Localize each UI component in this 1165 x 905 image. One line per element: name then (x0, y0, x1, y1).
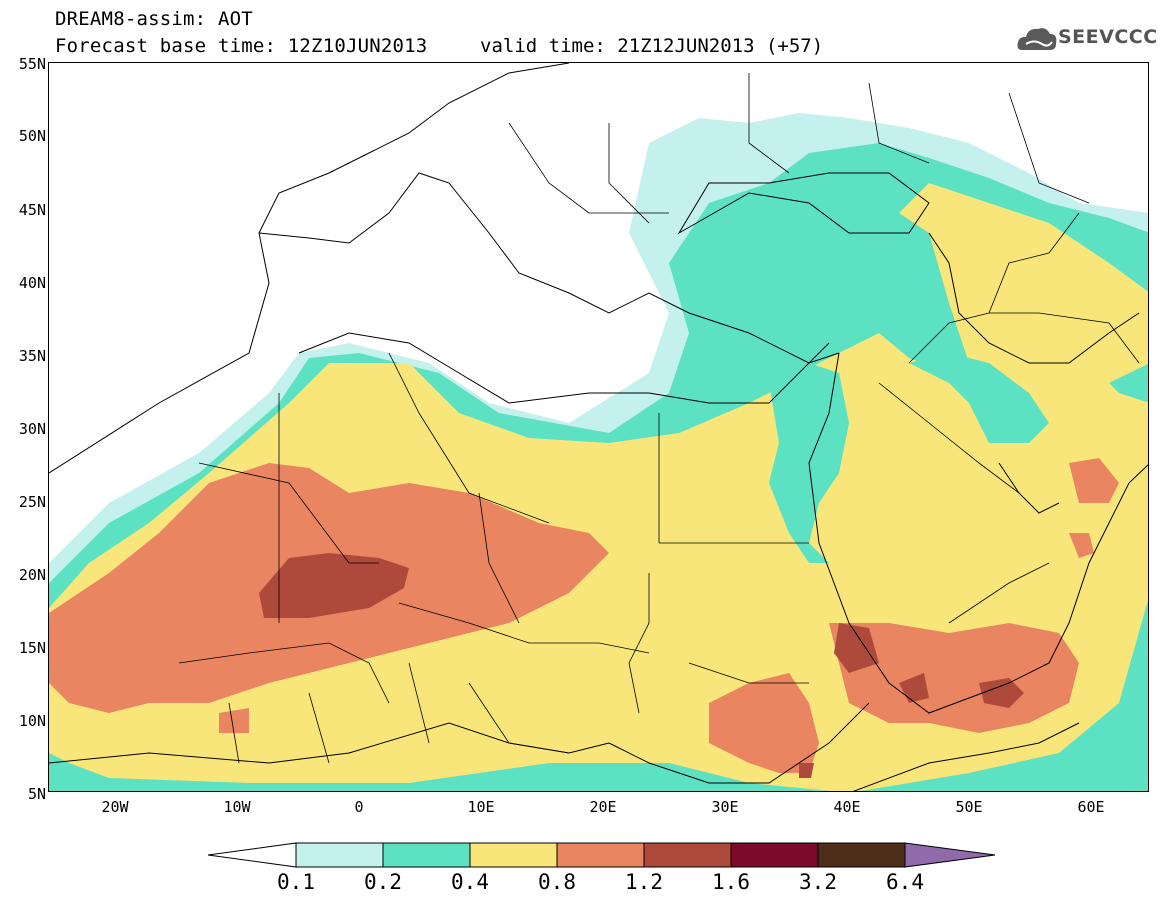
colorbar-segment-1.6 (730, 842, 819, 868)
colorbar-label-3.2: 3.2 (799, 870, 837, 894)
colorbar-under-arrow (208, 842, 297, 868)
colorbar-segment-0.8 (556, 842, 645, 868)
colorbar-segment-3.2 (817, 842, 906, 868)
colorbar-label-0.2: 0.2 (364, 870, 402, 894)
lat-label-55n: 55N (18, 55, 46, 73)
colorbar-label-0.8: 0.8 (538, 870, 576, 894)
lat-label-30n: 30N (18, 420, 46, 438)
colorbar-segment-0.2 (382, 842, 471, 868)
aot-forecast-map (48, 62, 1149, 792)
cloud-logo-icon (1017, 28, 1057, 50)
lon-label-20w: 20W (101, 798, 129, 816)
lat-label-15n: 15N (18, 639, 46, 657)
aot-band-1.2 (259, 553, 409, 618)
colorbar-segment-1.2 (643, 842, 732, 868)
lat-label-10n: 10N (18, 712, 46, 730)
colorbar-label-6.4: 6.4 (886, 870, 924, 894)
lat-label-5n: 5N (27, 785, 46, 803)
chart-title: DREAM8-assim: AOT (55, 8, 253, 30)
lon-label-30e: 30E (711, 798, 739, 816)
country-borders (178, 73, 1140, 764)
lon-label-50e: 50E (955, 798, 983, 816)
lon-label-0: 0 (354, 798, 364, 816)
colorbar-label-0.4: 0.4 (451, 870, 489, 894)
lat-label-35n: 35N (18, 347, 46, 365)
colorbar-label-1.6: 1.6 (712, 870, 750, 894)
aot-colorbar (208, 842, 996, 868)
colorbar-label-1.2: 1.2 (625, 870, 663, 894)
lon-label-60e: 60E (1077, 798, 1105, 816)
lon-label-10e: 10E (467, 798, 495, 816)
valid-time: valid time: 21Z12JUN2013 (+57) (480, 35, 824, 57)
lon-label-40e: 40E (833, 798, 861, 816)
lat-label-25n: 25N (18, 493, 46, 511)
colorbar-label-0.1: 0.1 (277, 870, 315, 894)
lat-label-45n: 45N (18, 201, 46, 219)
seevccc-logo-text: SEEVCCC (1058, 26, 1158, 48)
lat-label-20n: 20N (18, 566, 46, 584)
lat-label-40n: 40N (18, 274, 46, 292)
forecast-base-time: Forecast base time: 12Z10JUN2013 (55, 35, 428, 57)
lon-label-10w: 10W (223, 798, 251, 816)
colorbar-segment-0.1 (295, 842, 384, 868)
colorbar-over-arrow (904, 842, 996, 868)
colorbar-segment-0.4 (469, 842, 558, 868)
lat-label-50n: 50N (18, 127, 46, 145)
lon-label-20e: 20E (589, 798, 617, 816)
